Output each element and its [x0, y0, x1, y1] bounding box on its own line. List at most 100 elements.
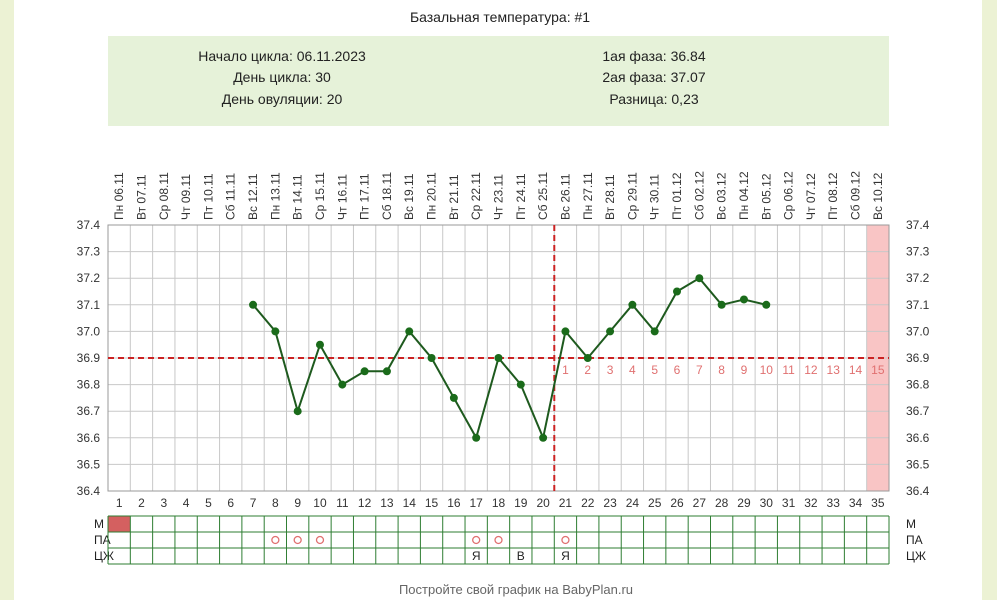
- table-row-label-right: ПА: [906, 533, 923, 547]
- y-tick-left: 37.0: [77, 324, 101, 338]
- cycle-day: День цикла: 30: [233, 69, 331, 85]
- date-label: Вс 19.11: [402, 173, 416, 220]
- x-tick-label: 6: [227, 496, 234, 510]
- cz-mark: Я: [561, 549, 570, 563]
- x-tick-label: 11: [336, 496, 349, 510]
- y-tick-right: 37.2: [906, 271, 930, 285]
- data-point: [762, 300, 771, 309]
- x-tick-label: 8: [272, 496, 279, 510]
- x-tick-label: 20: [536, 496, 550, 510]
- y-tick-left: 36.8: [77, 378, 101, 392]
- date-label: Сб 18.11: [380, 172, 394, 220]
- x-tick-label: 27: [693, 496, 707, 510]
- data-point: [606, 327, 615, 336]
- data-point: [382, 367, 391, 376]
- date-label: Вт 14.11: [291, 174, 305, 220]
- y-tick-right: 37.1: [906, 298, 930, 312]
- date-label: Вс 10.12: [871, 172, 885, 220]
- date-label: Чт 07.12: [804, 173, 818, 220]
- table-row-label: М: [94, 517, 104, 531]
- x-tick-label: 9: [294, 496, 301, 510]
- phase-day-number: 12: [804, 363, 818, 377]
- data-point: [628, 300, 637, 309]
- phase-day-number: 4: [629, 363, 636, 377]
- x-tick-label: 12: [358, 496, 372, 510]
- x-tick-label: 32: [804, 496, 818, 510]
- x-tick-label: 15: [425, 496, 439, 510]
- phase-day-number: 1: [562, 363, 569, 377]
- date-label: Вс 26.11: [558, 173, 572, 220]
- pa-mark: [271, 535, 280, 545]
- phase-day-number: 8: [718, 363, 725, 377]
- date-label: Чт 16.11: [335, 174, 349, 220]
- table-row-label-right: ЦЖ: [906, 549, 926, 563]
- x-tick-label: 33: [827, 496, 841, 510]
- y-tick-left: 36.4: [77, 484, 101, 498]
- y-tick-left: 37.2: [77, 271, 101, 285]
- date-label: Сб 25.11: [536, 172, 550, 220]
- data-point: [494, 354, 503, 362]
- data-point: [695, 274, 704, 283]
- y-tick-right: 37.4: [906, 218, 930, 232]
- date-label: Пт 08.12: [826, 172, 840, 220]
- date-label: Ср 08.11: [157, 172, 171, 220]
- date-label: Вс 03.12: [715, 172, 729, 220]
- x-tick-label: 26: [670, 496, 684, 510]
- date-label: Вт 28.11: [603, 174, 617, 220]
- phase-day-number: 13: [827, 363, 841, 377]
- data-point: [249, 300, 258, 309]
- y-tick-right: 36.5: [906, 457, 930, 471]
- y-tick-right: 36.4: [906, 484, 930, 498]
- date-label: Пн 06.11: [112, 172, 126, 220]
- data-point: [293, 407, 302, 416]
- x-tick-label: 7: [250, 496, 257, 510]
- date-label: Ср 22.11: [469, 172, 483, 220]
- data-point: [427, 354, 436, 362]
- y-tick-left: 36.9: [77, 351, 101, 365]
- menstruation-cell: [108, 516, 131, 532]
- x-tick-label: 31: [782, 496, 796, 510]
- date-label: Сб 09.12: [849, 171, 863, 220]
- phase-day-number: 14: [849, 363, 863, 377]
- footer-credit[interactable]: Постройте свой график на BabyPlan.ru: [399, 582, 633, 597]
- date-label: Пт 10.11: [201, 173, 215, 220]
- data-point: [338, 380, 347, 389]
- date-label: Пн 20.11: [425, 172, 439, 220]
- phase2-avg: 2ая фаза: 37.07: [602, 69, 705, 85]
- y-tick-right: 36.9: [906, 351, 930, 365]
- y-tick-left: 37.3: [77, 245, 101, 259]
- pa-mark: [315, 535, 325, 545]
- date-label: Сб 11.11: [224, 173, 238, 220]
- y-tick-right: 36.7: [906, 404, 930, 418]
- y-tick-left: 36.5: [77, 457, 101, 471]
- x-tick-label: 18: [492, 496, 506, 510]
- phase-day-number: 15: [871, 363, 885, 377]
- phase-difference: Разница: 0,23: [609, 91, 699, 107]
- date-label: Чт 23.11: [492, 174, 506, 220]
- chart-page: Базальная температура: #1 Начало цикла: …: [14, 0, 982, 600]
- x-tick-label: 21: [559, 496, 573, 510]
- data-point: [449, 393, 458, 402]
- date-label: Пн 13.11: [268, 172, 282, 220]
- data-point: [405, 327, 414, 336]
- x-tick-label: 23: [603, 496, 617, 510]
- cz-mark: Я: [472, 549, 481, 563]
- phase-day-number: 9: [741, 363, 748, 377]
- x-tick-label: 5: [205, 496, 212, 510]
- phase-day-number: 7: [696, 363, 703, 377]
- x-tick-label: 13: [380, 496, 394, 510]
- x-tick-label: 28: [715, 496, 729, 510]
- phase1-avg: 1ая фаза: 36.84: [602, 48, 705, 64]
- info-panel: [108, 36, 889, 126]
- phase-day-number: 3: [607, 363, 614, 377]
- date-label: Сб 02.12: [692, 171, 706, 220]
- date-label: Вт 05.12: [759, 173, 773, 220]
- data-point: [472, 433, 481, 442]
- date-label: Вт 07.11: [134, 174, 148, 220]
- data-point: [561, 327, 570, 336]
- phase-day-number: 10: [760, 363, 774, 377]
- date-label: Чт 09.11: [179, 174, 193, 220]
- data-point: [360, 367, 369, 376]
- date-label: Пт 17.11: [358, 173, 372, 220]
- x-tick-label: 35: [871, 496, 885, 510]
